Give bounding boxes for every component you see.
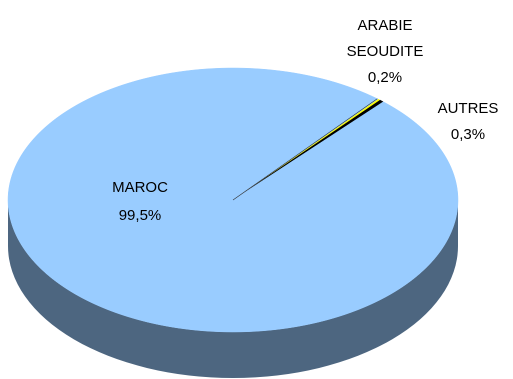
pie-top	[7, 67, 459, 333]
label-arabie-line1: ARABIE	[357, 17, 412, 34]
label-maroc-name: MAROC	[112, 179, 168, 196]
pie-wall	[8, 200, 458, 378]
label-autres-value: 0,3%	[451, 126, 485, 143]
label-maroc-value: 99,5%	[119, 207, 162, 224]
label-arabie-line2: SEOUDITE	[347, 43, 424, 60]
pie-side	[8, 200, 458, 378]
label-arabie-value: 0,2%	[368, 69, 402, 86]
pie-labels: MAROC 99,5% ARABIE SEOUDITE 0,2% AUTRES …	[112, 17, 498, 224]
slice-maroc	[7, 67, 459, 333]
slice-edge-line	[232, 98, 378, 201]
label-autres-name: AUTRES	[438, 100, 499, 117]
